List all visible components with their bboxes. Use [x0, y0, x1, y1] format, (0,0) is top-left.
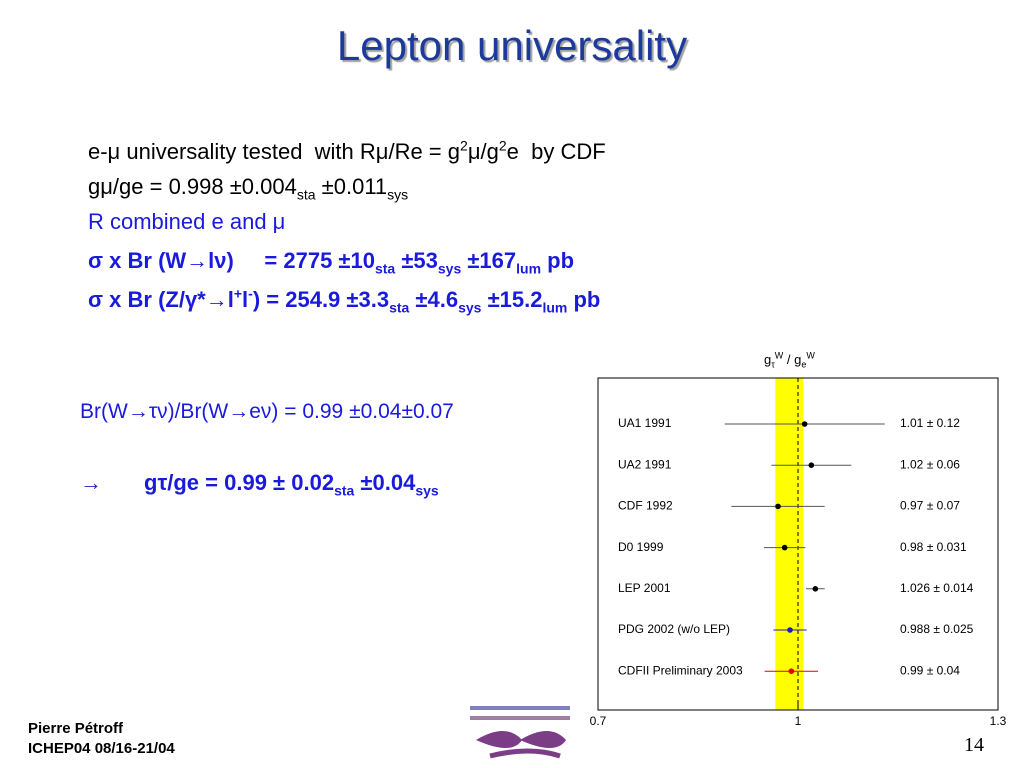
arrow: →: [80, 470, 102, 495]
line: R combined e and μ: [88, 204, 606, 239]
line: e-μ universality tested with Rμ/Re = g2μ…: [88, 134, 606, 169]
logo-bar: [470, 706, 570, 710]
result: → gτ/ge = 0.99 ± 0.02sta ±0.04sys: [80, 470, 439, 499]
logo-shape: [489, 748, 561, 759]
bullets: e-μ universality tested with Rμ/Re = g2μ…: [88, 134, 606, 317]
point: [808, 462, 815, 469]
row-label: UA2 1991: [618, 457, 672, 471]
logo-shape: [476, 731, 522, 748]
row-label: LEP 2001: [618, 581, 671, 595]
sub: lum: [542, 299, 568, 316]
sup: W: [774, 350, 784, 361]
x-tick-label: 1.3: [990, 714, 1007, 728]
text: ±0.011: [315, 174, 388, 199]
conference: ICHEP04 08/16-21/04: [28, 740, 175, 757]
title: Lepton universality: [336, 22, 688, 69]
value-label: 1.01 ± 0.12: [900, 416, 960, 430]
value-label: 1.02 ± 0.06: [900, 457, 960, 471]
sub: e: [801, 359, 807, 370]
text: l: [242, 287, 249, 312]
value-label: 0.988 ± 0.025: [900, 622, 974, 636]
x-tick-label: 0.7: [590, 714, 607, 728]
text: σ x Br (W→lν) = 2775 ±10: [88, 248, 375, 273]
point: [775, 503, 781, 510]
sup: W: [806, 350, 815, 361]
sub: lum: [516, 260, 542, 277]
text: ±167: [461, 248, 517, 273]
row-label: CDFII Preliminary 2003: [618, 663, 743, 677]
page-number: 14: [964, 734, 984, 756]
sup: +: [233, 285, 243, 302]
sup: -: [248, 285, 253, 302]
sup: 2: [498, 137, 507, 154]
sup: 2: [460, 137, 468, 154]
value-label: 0.97 ± 0.07: [900, 499, 960, 513]
text: gμ/ge = 0.998 ±0.004: [88, 174, 297, 199]
point: [787, 627, 793, 633]
text: ±4.6: [409, 287, 459, 312]
band: [775, 378, 804, 710]
sub: sys: [437, 260, 462, 277]
author: Pierre Pétroff: [28, 720, 124, 737]
point: [781, 544, 788, 551]
text: ±0.04: [354, 470, 416, 495]
text: e-μ universality tested with Rμ/Re = g: [88, 139, 461, 164]
text: R combined e and μ: [88, 209, 286, 234]
point: [812, 586, 819, 592]
value-label: 0.98 ± 0.031: [900, 540, 967, 554]
sub: sys: [458, 299, 482, 316]
sub: sta: [374, 260, 396, 277]
text: / g: [783, 352, 802, 367]
logo-shape: [520, 731, 566, 748]
text: pb: [541, 248, 575, 273]
logo: [470, 706, 570, 759]
line: σ x Br (Z/γ*→l+l-) = 254.9 ±3.3sta ±4.6s…: [88, 282, 606, 317]
text: pb: [567, 287, 601, 312]
row-label: UA1 1991: [618, 416, 672, 430]
text: ±53: [395, 248, 438, 273]
text: e by CDF: [506, 139, 606, 164]
value-label: 1.026 ± 0.014: [900, 581, 974, 595]
point: [788, 668, 795, 674]
sub: sta: [296, 186, 316, 203]
sub: sta: [389, 299, 410, 316]
text: σ x Br (Z/γ*→l: [88, 287, 234, 312]
value-label: 0.99 ± 0.04: [900, 663, 960, 677]
x-axis-label: gτW / geW: [764, 350, 815, 370]
point: [801, 421, 808, 427]
text: μ/g: [467, 139, 499, 164]
sub: τ: [771, 359, 775, 370]
text: ±15.2: [481, 287, 543, 312]
line: gμ/ge = 0.998 ±0.004sta ±0.011sys: [88, 169, 606, 204]
text: gτ/ge = 0.99 ± 0.02: [144, 470, 335, 495]
sub: sys: [387, 186, 409, 203]
logo-bar: [470, 716, 570, 720]
sub: sta: [334, 482, 355, 499]
row-label: D0 1999: [618, 540, 664, 554]
sub: sys: [415, 482, 439, 499]
ratio: Br(W→τν)/Br(W→eν) = 0.99 ±0.04±0.07: [80, 400, 454, 423]
row-label: PDG 2002 (w/o LEP): [618, 622, 730, 636]
text: g: [764, 352, 772, 367]
line: σ x Br (W→lν) = 2775 ±10sta ±53sys ±167l…: [88, 243, 606, 278]
row-label: CDF 1992: [618, 499, 673, 513]
x-tick-label: 1: [795, 714, 802, 728]
text: ) = 254.9 ±3.3: [252, 287, 390, 312]
